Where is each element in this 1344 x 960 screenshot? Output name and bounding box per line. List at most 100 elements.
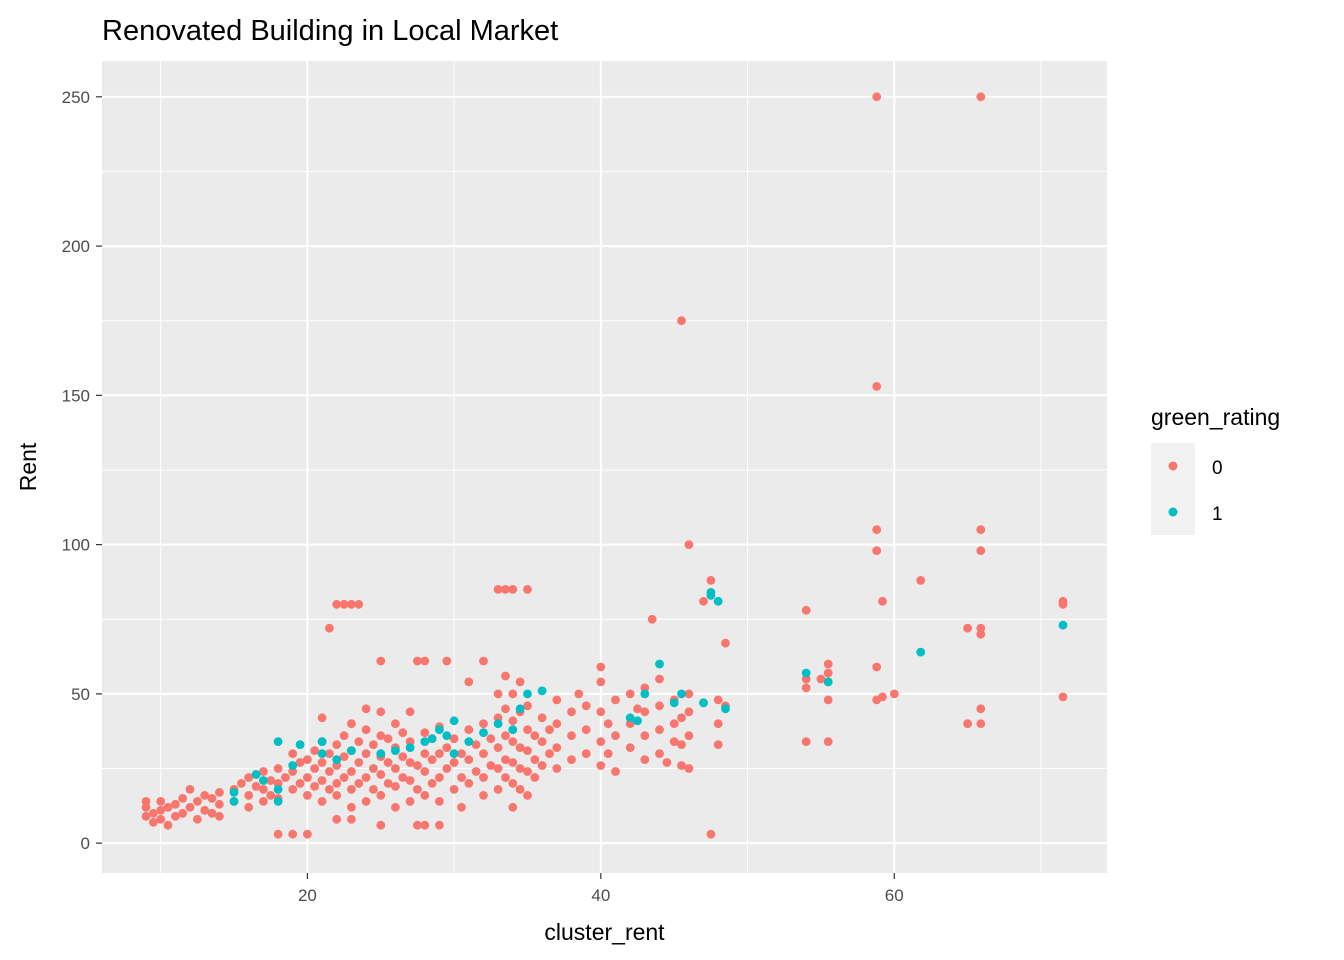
point-series-0 [603, 749, 613, 758]
point-series-0 [332, 740, 342, 749]
point-series-1 [442, 731, 452, 741]
point-series-1 [273, 785, 283, 794]
point-series-0 [141, 797, 151, 806]
point-series-0 [872, 382, 882, 391]
plot-panel [102, 61, 1107, 873]
point-series-0 [677, 316, 686, 326]
point-series-0 [596, 707, 606, 717]
point-series-0 [449, 758, 459, 767]
point-series-0 [376, 820, 386, 830]
point-series-0 [420, 767, 430, 776]
point-series-0 [251, 782, 261, 791]
point-series-0 [317, 776, 327, 785]
point-series-0 [603, 719, 613, 729]
point-series-0 [493, 743, 503, 752]
point-series-0 [288, 749, 298, 758]
point-series-0 [361, 749, 371, 758]
point-series-0 [501, 671, 510, 681]
point-series-1 [420, 737, 430, 746]
point-series-1 [677, 689, 686, 699]
point-series-1 [317, 749, 327, 758]
point-series-1 [332, 755, 342, 764]
legend-label-0: 0 [1212, 458, 1223, 479]
point-series-0 [325, 749, 334, 758]
point-series-0 [442, 764, 452, 773]
data-points [141, 92, 1068, 839]
point-series-0 [471, 767, 481, 776]
point-series-0 [552, 719, 562, 729]
point-series-0 [596, 737, 606, 746]
point-series-0 [976, 704, 986, 714]
point-series-0 [655, 725, 664, 735]
point-series-0 [442, 743, 452, 752]
chart-title: Renovated Building in Local Market [102, 15, 558, 47]
point-series-0 [464, 779, 474, 788]
point-series-0 [383, 734, 393, 744]
point-series-0 [633, 704, 642, 714]
point-series-0 [823, 695, 833, 705]
point-series-0 [567, 707, 576, 717]
point-series-0 [361, 797, 371, 806]
point-series-0 [523, 701, 532, 711]
point-series-0 [376, 707, 386, 717]
point-series-0 [625, 743, 635, 752]
point-series-1 [317, 737, 327, 746]
point-series-1 [435, 725, 444, 735]
point-series-0 [545, 725, 554, 735]
point-series-0 [420, 656, 430, 666]
y-axis-title: Rent [15, 442, 41, 491]
point-series-0 [596, 761, 606, 770]
point-series-0 [376, 731, 386, 741]
point-series-0 [916, 576, 926, 585]
y-tick-label: 200 [62, 237, 90, 256]
point-series-0 [976, 546, 986, 555]
point-series-0 [332, 791, 342, 800]
point-series-0 [889, 689, 899, 699]
point-series-0 [310, 746, 320, 755]
point-series-1 [449, 716, 459, 726]
point-series-1 [405, 743, 415, 752]
point-series-1 [251, 770, 261, 779]
point-series-0 [207, 794, 217, 803]
point-series-0 [684, 540, 694, 549]
point-series-0 [420, 728, 430, 738]
point-series-0 [515, 743, 525, 752]
point-series-0 [625, 689, 635, 699]
point-series-1 [288, 761, 298, 770]
point-series-1 [229, 797, 239, 806]
point-series-0 [163, 820, 173, 830]
point-series-0 [1058, 596, 1068, 606]
point-series-0 [611, 731, 620, 741]
point-series-0 [413, 761, 422, 770]
point-series-0 [493, 764, 503, 773]
y-tick-label: 50 [71, 685, 90, 704]
point-series-0 [332, 779, 342, 788]
point-series-0 [325, 785, 334, 794]
point-series-0 [501, 755, 510, 764]
point-series-0 [801, 605, 811, 615]
point-series-0 [310, 764, 320, 773]
point-series-0 [508, 716, 518, 726]
point-series-0 [391, 782, 400, 791]
point-series-0 [156, 814, 166, 824]
point-series-0 [493, 785, 503, 794]
point-series-0 [376, 656, 386, 666]
point-series-1 [655, 659, 664, 669]
point-series-0 [801, 683, 811, 693]
legend-key-1 [1168, 507, 1178, 517]
point-series-0 [976, 719, 986, 729]
point-series-0 [193, 797, 202, 806]
point-series-0 [501, 585, 510, 594]
point-series-0 [295, 779, 305, 788]
point-series-1 [625, 713, 635, 723]
point-series-0 [369, 764, 378, 773]
point-series-0 [508, 802, 518, 812]
point-series-0 [420, 820, 430, 830]
point-series-0 [317, 797, 327, 806]
point-series-0 [200, 791, 210, 800]
point-series-0 [149, 817, 158, 827]
point-series-0 [479, 791, 488, 800]
point-series-1 [699, 698, 708, 708]
point-series-0 [611, 695, 620, 705]
point-series-0 [215, 811, 224, 821]
